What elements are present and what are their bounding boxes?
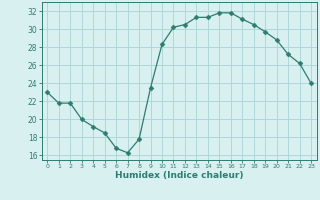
X-axis label: Humidex (Indice chaleur): Humidex (Indice chaleur) <box>115 171 244 180</box>
